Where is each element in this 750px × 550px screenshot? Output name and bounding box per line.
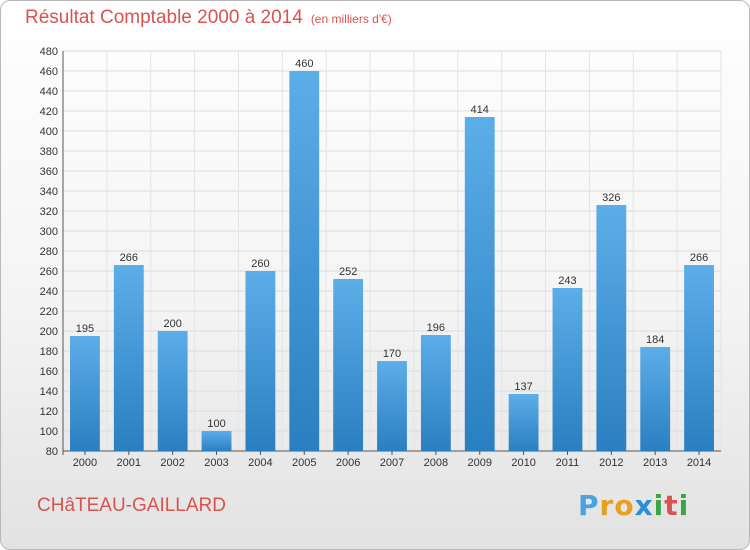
bar <box>684 265 714 451</box>
bar <box>201 431 232 451</box>
logo-letter: i <box>653 489 665 522</box>
bar-value-label: 460 <box>295 58 313 70</box>
bar <box>70 336 100 451</box>
logo-letter: P <box>578 489 600 522</box>
bar <box>113 265 144 451</box>
y-tick-label: 100 <box>40 426 58 438</box>
y-tick-label: 200 <box>40 326 58 338</box>
y-tick-label: 300 <box>40 226 58 238</box>
bar-value-label: 100 <box>207 418 225 430</box>
y-tick-label: 240 <box>40 286 58 298</box>
bar-value-label: 200 <box>163 318 181 330</box>
y-tick-label: 460 <box>40 66 58 78</box>
y-tick-label: 280 <box>40 246 58 258</box>
y-tick-label: 440 <box>40 86 58 98</box>
bar <box>552 288 583 451</box>
y-tick-label: 480 <box>40 46 58 58</box>
y-tick-label: 80 <box>46 446 58 458</box>
y-tick-label: 140 <box>40 386 58 398</box>
y-tick-label: 260 <box>40 266 58 278</box>
x-tick-label: 2009 <box>467 457 491 469</box>
y-tick-label: 420 <box>40 106 58 118</box>
bar <box>377 361 407 451</box>
bar <box>464 117 495 451</box>
bar <box>420 335 451 451</box>
bar-value-label: 184 <box>646 334 664 346</box>
bar-value-label: 414 <box>471 104 489 116</box>
bar <box>596 205 627 451</box>
x-tick-label: 2001 <box>117 457 141 469</box>
chart-title-text: Résultat Comptable 2000 à 2014 <box>25 7 303 28</box>
bar-value-label: 243 <box>558 275 576 287</box>
x-tick-label: 2000 <box>73 457 97 469</box>
bar-value-label: 266 <box>120 252 138 264</box>
bars: 195 266 200 100 260 460 252 170 196 414 137 243 326 1… <box>70 58 714 451</box>
logo-letter: i <box>678 489 690 522</box>
y-tick-label: 320 <box>40 206 58 218</box>
x-tick-label: 2006 <box>336 457 360 469</box>
x-tick-label: 2003 <box>204 457 228 469</box>
bar-value-label: 196 <box>427 322 445 334</box>
y-tick-label: 380 <box>40 146 58 158</box>
bar-value-label: 195 <box>76 323 94 335</box>
chart-title: Résultat Comptable 2000 à 2014 (en millie… <box>25 7 392 29</box>
chart-unit: (en milliers d'€) <box>310 12 392 26</box>
y-tick-label: 160 <box>40 366 58 378</box>
x-tick-label: 2011 <box>556 457 580 469</box>
logo-letter: o <box>614 489 635 522</box>
logo-letter: x <box>634 489 654 522</box>
bar <box>245 271 276 451</box>
bar-value-label: 170 <box>383 348 401 360</box>
x-tick-label: 2005 <box>292 457 316 469</box>
y-tick-label: 120 <box>40 406 58 418</box>
x-tick-label: 2002 <box>160 457 184 469</box>
y-tick-label: 360 <box>40 166 58 178</box>
bar <box>157 331 188 451</box>
bar <box>508 394 539 451</box>
y-tick-label: 220 <box>40 306 58 318</box>
bar <box>640 347 671 451</box>
bar-value-label: 260 <box>251 258 269 270</box>
x-tick-label: 2004 <box>248 457 272 469</box>
bar-value-label: 326 <box>602 192 620 204</box>
logo-letter: r <box>599 489 615 522</box>
proxiti-logo: Proxiti <box>578 489 689 522</box>
y-tick-label: 180 <box>40 346 58 358</box>
x-tick-label: 2008 <box>424 457 448 469</box>
x-tick-label: 2014 <box>687 457 711 469</box>
bar <box>333 279 364 451</box>
y-tick-label: 400 <box>40 126 58 138</box>
x-tick-label: 2013 <box>643 457 667 469</box>
x-tick-label: 2012 <box>599 457 623 469</box>
x-tick-label: 2007 <box>380 457 404 469</box>
x-tick-label: 2010 <box>511 457 535 469</box>
bar-value-label: 266 <box>690 252 708 264</box>
bar-value-label: 252 <box>339 266 357 278</box>
bar-value-label: 137 <box>514 381 532 393</box>
place-name: CHâTEAU-GAILLARD <box>37 495 226 516</box>
bar <box>289 71 320 451</box>
logo-letter: t <box>664 489 679 522</box>
y-tick-label: 340 <box>40 186 58 198</box>
